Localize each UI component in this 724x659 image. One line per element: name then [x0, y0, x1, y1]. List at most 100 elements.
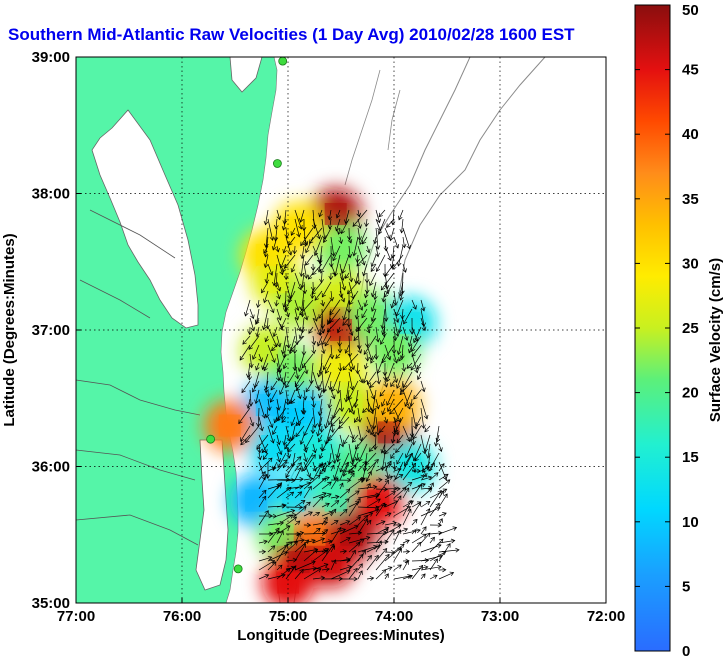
vector-head	[299, 272, 304, 277]
velocity-vector	[299, 326, 305, 339]
vector-head	[390, 549, 396, 555]
velocity-vector	[294, 533, 301, 544]
velocity-vector	[420, 380, 425, 392]
vector-head	[297, 462, 302, 467]
vector-head	[335, 226, 340, 232]
velocity-vector	[393, 495, 402, 508]
vector-head	[406, 364, 411, 369]
vector-head	[318, 331, 324, 336]
velocity-vector	[363, 263, 368, 276]
vector-head	[437, 522, 442, 528]
velocity-vector	[393, 468, 402, 472]
vector-head	[396, 529, 402, 534]
velocity-vector	[411, 560, 429, 562]
velocity-vector	[357, 344, 362, 354]
vector-head	[397, 548, 402, 553]
vector-head	[283, 275, 289, 281]
velocity-vector	[438, 461, 447, 480]
vector-head	[424, 466, 430, 471]
vector-head	[263, 263, 269, 269]
velocity-vector	[348, 464, 357, 472]
vector-head	[328, 385, 333, 391]
vector-head	[436, 543, 442, 549]
vector-head	[264, 573, 270, 579]
velocity-vector	[277, 452, 287, 468]
vector-head	[426, 508, 431, 513]
vector-head	[340, 229, 345, 235]
vector-head	[252, 387, 257, 393]
velocity-vector	[348, 568, 358, 580]
velocity-vector	[323, 227, 332, 243]
vector-head	[303, 274, 309, 279]
vector-head	[303, 315, 309, 321]
velocity-vector	[395, 299, 404, 317]
velocity-vector	[303, 511, 313, 517]
vector-head	[365, 248, 371, 254]
vector-head	[308, 511, 313, 516]
vector-head	[321, 349, 326, 355]
vector-head	[376, 544, 382, 549]
vector-head	[409, 437, 414, 442]
velocity-vector	[366, 498, 381, 508]
velocity-vector	[366, 344, 372, 360]
velocity-vector	[299, 299, 314, 316]
velocity-vector	[294, 209, 302, 230]
vector-head	[385, 289, 390, 295]
velocity-vector	[420, 544, 442, 553]
velocity-vector	[321, 503, 330, 508]
vector-head	[348, 277, 354, 283]
vector-head	[361, 313, 366, 319]
vector-head	[429, 482, 434, 487]
vector-head	[272, 430, 277, 436]
velocity-vector	[337, 326, 341, 333]
velocity-vector	[438, 493, 448, 508]
vector-head	[399, 390, 404, 396]
vector-head	[322, 238, 328, 244]
velocity-vector	[357, 515, 368, 526]
velocity-vector	[263, 362, 269, 371]
vector-head	[278, 377, 284, 383]
velocity-vector	[258, 398, 266, 419]
vector-head	[371, 432, 376, 438]
velocity-vector	[312, 407, 316, 428]
velocity-vector	[393, 506, 411, 517]
vector-head	[399, 296, 404, 301]
vector-head	[373, 544, 378, 550]
vector-head	[435, 506, 441, 512]
velocity-vector	[267, 263, 273, 276]
vector-head	[386, 512, 392, 517]
vector-head	[286, 454, 292, 459]
velocity-vector	[357, 570, 363, 580]
velocity-vector	[239, 344, 251, 361]
velocity-vector	[366, 245, 370, 253]
vector-head	[264, 279, 270, 284]
vector-head	[281, 418, 286, 423]
velocity-vector	[348, 516, 361, 526]
vector-head	[416, 528, 421, 534]
velocity-vector	[281, 416, 287, 423]
velocity-vector	[321, 517, 328, 526]
velocity-cell-core	[330, 359, 352, 382]
velocity-vector	[394, 416, 404, 433]
vector-head	[335, 213, 341, 219]
velocity-vector	[339, 550, 347, 553]
velocity-vector	[420, 466, 430, 472]
vector-head	[310, 294, 315, 300]
velocity-vector	[366, 326, 370, 333]
velocity-vector	[375, 520, 386, 526]
vector-head	[412, 529, 417, 534]
vector-head	[311, 340, 317, 346]
vector-head	[285, 312, 290, 318]
velocity-vector	[258, 443, 261, 453]
vector-head	[346, 323, 352, 328]
velocity-vector	[410, 398, 413, 407]
velocity-vector	[352, 443, 359, 462]
vector-head	[273, 418, 278, 424]
velocity-vector	[335, 218, 341, 231]
velocity-vector	[330, 570, 351, 580]
velocity-vector	[410, 353, 422, 371]
velocity-vector	[356, 254, 368, 267]
vector-head	[442, 488, 448, 493]
vector-head	[405, 539, 410, 544]
vector-head	[353, 576, 358, 582]
